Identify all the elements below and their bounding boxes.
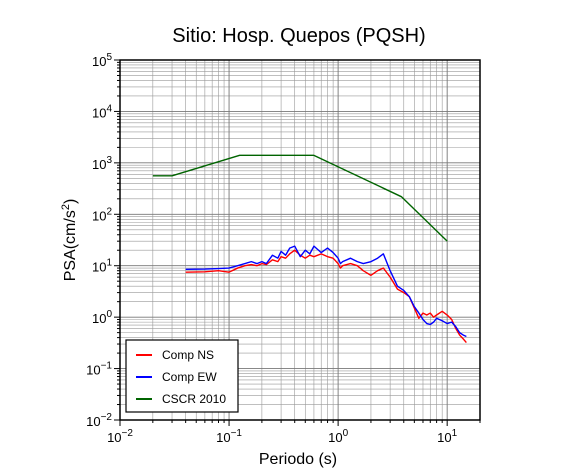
series-line-comp-ns	[185, 249, 467, 344]
series-line-cscr-2010	[152, 154, 448, 242]
y-tick-label: 104	[92, 103, 112, 120]
series-line-comp-ew	[185, 245, 467, 338]
legend-label: Comp EW	[162, 370, 217, 384]
y-tick-label: 101	[92, 258, 112, 275]
legend: Comp NS Comp EW CSCR 2010	[125, 339, 239, 413]
y-tick-label: 10−1	[86, 361, 112, 378]
chart-title: Sitio: Hosp. Quepos (PQSH)	[172, 25, 425, 47]
minor-grid	[120, 60, 481, 420]
y-tick-label: 102	[92, 206, 112, 223]
legend-label: Comp NS	[162, 348, 214, 362]
legend-label: CSCR 2010	[162, 392, 226, 406]
axis-ticks	[114, 59, 481, 426]
y-axis-label-base: PSA(cm/s	[62, 210, 79, 281]
x-tick-label: 10−1	[216, 428, 242, 445]
series-layer	[152, 154, 467, 344]
y-axis-label: PSA(cm/s2)	[60, 199, 79, 282]
x-axis-label: Periodo (s)	[259, 451, 337, 468]
x-tick-label: 100	[328, 428, 348, 445]
plot-frame	[119, 59, 481, 421]
y-tick-label: 105	[92, 52, 112, 69]
y-tick-label: 103	[92, 155, 112, 172]
y-axis-label-close: )	[62, 199, 79, 204]
x-tick-label: 10−2	[107, 428, 133, 445]
x-tick-label: 101	[437, 428, 457, 445]
y-axis-label-sup: 2	[60, 204, 72, 210]
tick-labels: 10−2 10−1 100 101 10−2 10−1 100 101 102 103 104 105	[86, 52, 457, 445]
y-tick-label: 100	[92, 309, 112, 326]
y-tick-label: 10−2	[86, 412, 112, 429]
